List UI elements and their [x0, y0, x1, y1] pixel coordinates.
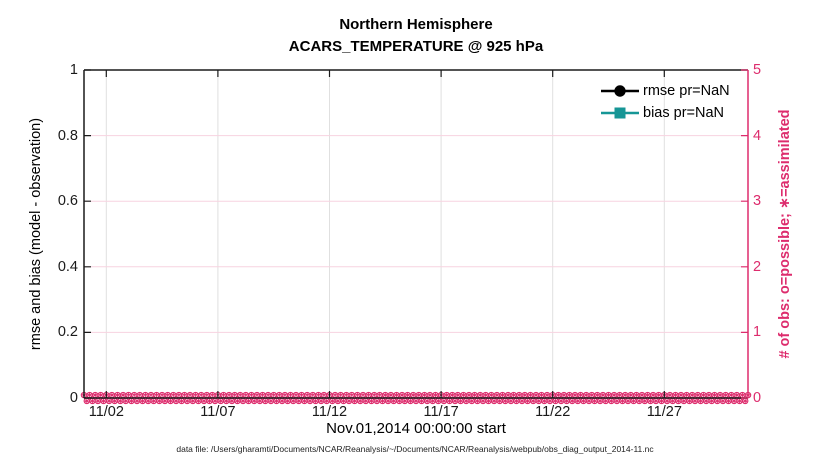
- obs-possible-circle-markers: [80, 391, 752, 405]
- y-axis-label-left: rmse and bias (model - observation): [28, 117, 44, 351]
- data-file-caption: data file: /Users/gharamti/Documents/NCA…: [176, 444, 654, 454]
- legend-label-rmse: rmse pr=NaN: [643, 82, 730, 99]
- chart-title: Northern Hemisphere ACARS_TEMPERATURE @ …: [84, 14, 748, 58]
- legend: rmse pr=NaN bias pr=NaN: [600, 81, 730, 122]
- legend-item-rmse: rmse pr=NaN: [600, 81, 730, 100]
- bottom-tick-marks: [105, 391, 665, 398]
- top-tick-marks: [105, 70, 665, 77]
- right-tick-marks: [741, 69, 748, 399]
- y-axis-label-right: # of obs: o=possible; ∗=assimilated: [777, 109, 793, 359]
- rmse-line-circle-marker-icon: [601, 84, 639, 97]
- chart-title-line1: Northern Hemisphere: [339, 16, 493, 33]
- vertical-gridlines: [105, 70, 665, 398]
- bias-line-square-marker-icon: [601, 107, 639, 118]
- legend-label-bias: bias pr=NaN: [643, 104, 724, 121]
- horizontal-gridlines: [84, 135, 748, 333]
- left-tick-marks: [84, 69, 91, 399]
- x-axis-label: Nov.01,2014 00:00:00 start: [326, 420, 506, 437]
- chart-title-line2: ACARS_TEMPERATURE @ 925 hPa: [288, 38, 544, 55]
- legend-item-bias: bias pr=NaN: [600, 103, 730, 122]
